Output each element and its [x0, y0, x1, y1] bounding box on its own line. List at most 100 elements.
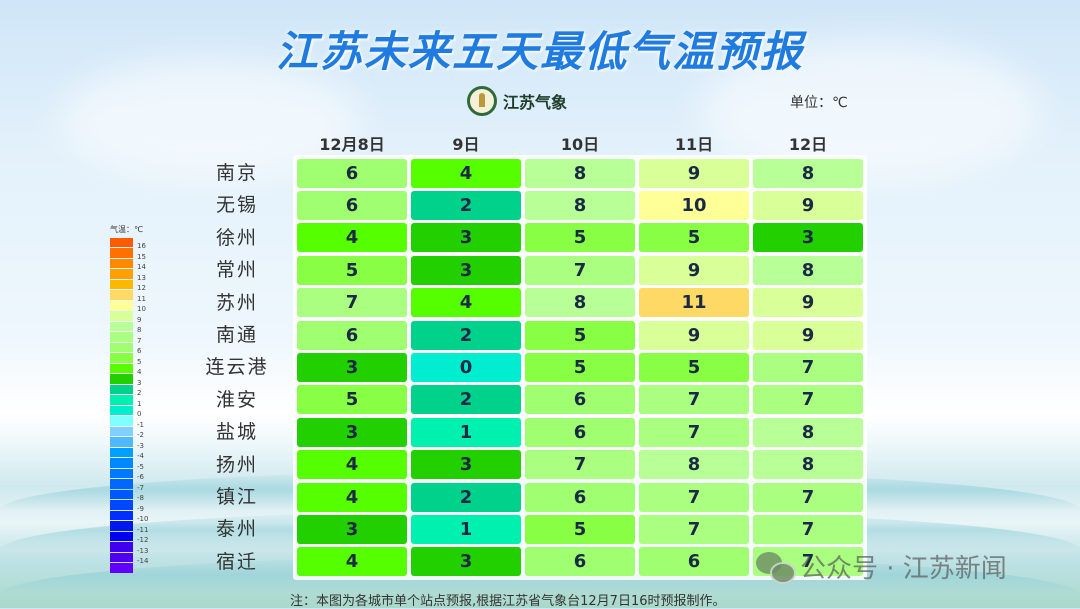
temperature-cell: 4: [297, 223, 407, 253]
city-label: 南通: [215, 323, 258, 346]
legend-item: -4: [110, 447, 148, 461]
column-header: 10日: [560, 135, 600, 154]
legend-label: 5: [137, 357, 142, 366]
wechat-watermark: 公众号 · 江苏新闻: [756, 548, 1007, 585]
city-label: 宿迁: [215, 550, 258, 573]
legend-label: 10: [137, 305, 146, 314]
legend-item: -8: [110, 489, 148, 503]
temperature-cell: 0: [411, 353, 521, 383]
legend-swatch: [110, 290, 133, 300]
legend-swatch: [110, 353, 133, 363]
legend-item: 1: [110, 395, 148, 408]
temperature-cell: 8: [525, 191, 635, 221]
legend-swatch: [110, 458, 133, 468]
temperature-cell: 1: [411, 417, 521, 447]
temperature-cell: 7: [639, 482, 749, 512]
city-label: 扬州: [215, 453, 258, 476]
legend-swatch: [110, 374, 133, 384]
temperature-cell: 7: [753, 482, 863, 512]
legend-swatch: [110, 279, 133, 289]
legend-item: -13: [110, 542, 148, 555]
temperature-cell: 4: [411, 288, 521, 318]
temperature-cell: 7: [753, 385, 863, 415]
legend-swatch: [110, 248, 133, 258]
legend-swatch: [110, 500, 133, 510]
legend-swatch: [110, 563, 133, 573]
legend-label: 11: [137, 294, 146, 303]
legend-swatch: [110, 426, 133, 436]
legend-items: 16 15 14 13 12 11 10 9 8 7 6 5 4 3 2 1 0 -1 -2 -3 -4 -5 -6 -7 -8…: [110, 237, 148, 573]
city-label: 苏州: [215, 291, 258, 314]
column-header: 9日: [452, 135, 480, 154]
temperature-cell: 5: [525, 353, 635, 383]
legend-label: 1: [137, 399, 142, 408]
temperature-legend: 气温：℃ 16 15 14 13 12 11 10 9 8 7 6 5 4 3 2 1 0 -1 -2 -3 -4 -5-…: [110, 224, 148, 573]
legend-swatch: [110, 405, 133, 415]
legend-item: 4: [110, 363, 148, 376]
legend-label: 8: [137, 326, 142, 335]
legend-swatch: [110, 300, 133, 310]
city-label: 泰州: [215, 518, 258, 541]
temperature-cell: 4: [297, 482, 407, 512]
temperature-cell: 2: [411, 482, 521, 512]
legend-item: -9: [110, 500, 148, 513]
temperature-cell: 3: [411, 547, 521, 577]
legend-label: -7: [137, 483, 144, 492]
legend-item: -7: [110, 479, 148, 492]
temperature-cell: 7: [297, 288, 407, 318]
temperature-cell: 6: [639, 547, 749, 577]
logo-text: 江苏气象: [503, 93, 568, 112]
column-header: 12日: [788, 135, 828, 154]
legend-label: -8: [137, 494, 144, 503]
footnote: 注：本图为各城市单个站点预报,根据江苏省气象台12月7日16时预报制作。: [290, 594, 726, 609]
temperature-cell: 8: [753, 158, 863, 188]
table-row: 7 4 8 11 9: [295, 287, 865, 319]
temperature-cell: 4: [297, 450, 407, 480]
city-label: 镇江: [215, 485, 258, 508]
legend-label: -2: [137, 431, 144, 440]
legend-item: -3: [110, 437, 148, 450]
legend-item: 8: [110, 321, 148, 335]
city-label: 常州: [215, 259, 258, 282]
legend-swatch: [110, 437, 133, 447]
temperature-cell: 3: [411, 255, 521, 285]
jiangsu-weather-logo: 江苏气象: [467, 86, 567, 116]
legend-item: -12: [110, 531, 148, 544]
legend-swatch: [110, 269, 133, 279]
temperature-cell: 7: [639, 417, 749, 447]
temperature-cell: 6: [297, 191, 407, 221]
legend-label: 2: [137, 389, 142, 398]
legend-swatch: [110, 395, 133, 405]
legend-label: 0: [137, 410, 142, 419]
legend-label: 15: [137, 252, 146, 261]
temperature-cell: 3: [297, 514, 407, 544]
temperature-cell: 1: [411, 514, 521, 544]
temperature-grid: 6 4 8 9 8 6 2 8 10 9 4 3 5 5 3 5 3 7 9 8 7 4 8 11 9 6 2 5 9 9 3 0 5 5 7 5 2 6…: [293, 155, 867, 581]
temperature-cell: 8: [639, 450, 749, 480]
temperature-cell: 9: [753, 288, 863, 318]
logo-emblem-icon: [467, 86, 497, 116]
temperature-cell: 7: [639, 385, 749, 415]
temperature-cell: 9: [753, 191, 863, 221]
legend-label: -14: [137, 557, 149, 566]
legend-item: 6: [110, 342, 148, 355]
temperature-cell: 7: [753, 514, 863, 544]
legend-label: 7: [137, 336, 142, 345]
legend-item: 2: [110, 384, 148, 398]
city-label: 盐城: [215, 421, 258, 444]
temperature-cell: 7: [525, 450, 635, 480]
legend-item: 15: [110, 248, 148, 261]
watermark-text: 公众号 · 江苏新闻: [800, 554, 1007, 584]
legend-label: -1: [137, 420, 144, 429]
legend-label: -4: [137, 452, 144, 461]
legend-item: -11: [110, 521, 148, 534]
temperature-cell: 7: [753, 353, 863, 383]
temperature-cell: 2: [411, 320, 521, 350]
legend-item: 12: [110, 279, 148, 292]
temperature-cell: 5: [525, 223, 635, 253]
table-row: 6 2 8 10 9: [295, 189, 865, 221]
